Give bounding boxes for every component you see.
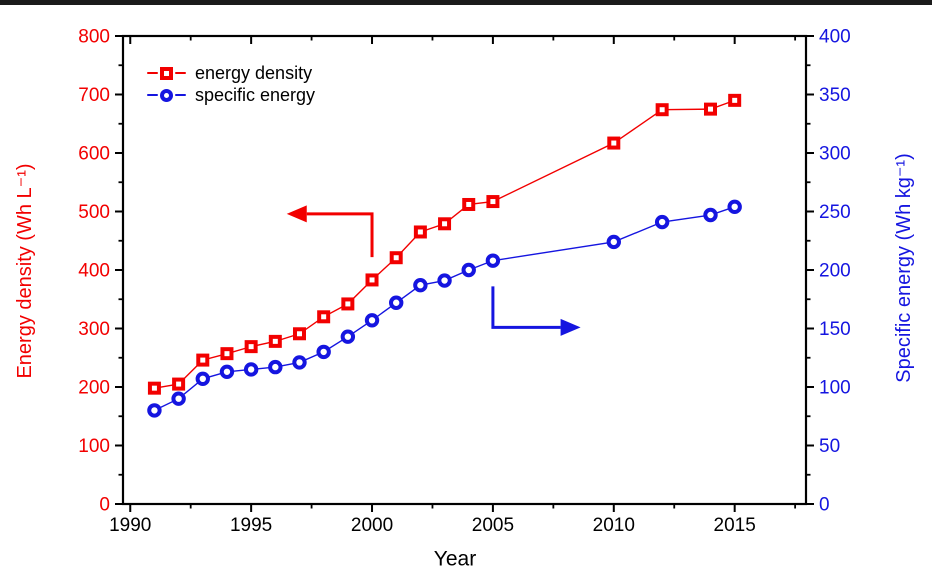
y-right-tick-label: 100 [819, 378, 851, 399]
data-point-square[interactable] [220, 347, 234, 361]
data-point-square[interactable] [438, 217, 452, 231]
data-point-circle[interactable] [292, 355, 307, 370]
data-point-circle[interactable] [195, 371, 210, 387]
x-tick-label: 2015 [714, 515, 756, 536]
data-point-square[interactable] [365, 273, 379, 287]
x-tick-label: 2000 [351, 515, 393, 536]
data-point-circle[interactable] [219, 364, 235, 379]
y-right-tick-label: 350 [819, 85, 851, 106]
y-right-tick-label: 50 [819, 436, 840, 457]
axes-ticks: 1990 1995 2000 2005 2010 20150100200300400500… [78, 27, 850, 537]
y-right-tick-label: 300 [819, 144, 851, 165]
y-right-tick-label: 250 [819, 202, 851, 223]
data-point-square[interactable] [728, 93, 742, 107]
data-point-circle[interactable] [316, 344, 331, 360]
y-left-tick-label: 400 [78, 261, 110, 282]
data-point-circle[interactable] [243, 362, 259, 377]
data-point-square[interactable] [607, 136, 621, 150]
data-point-square[interactable] [389, 251, 403, 265]
x-tick-label: 2010 [593, 515, 635, 536]
data-point-square[interactable] [462, 197, 476, 211]
legend-item-energy-density[interactable]: energy density [147, 62, 315, 84]
arrow-line [306, 212, 374, 258]
y-right-tick-label: 400 [819, 27, 851, 48]
legend-label-specific-energy: specific energy [195, 85, 316, 105]
data-point-circle[interactable] [413, 278, 428, 293]
data-point-circle[interactable] [461, 262, 476, 278]
x-tick-label: 1995 [230, 515, 272, 536]
data-point-square[interactable] [704, 102, 718, 116]
y-right-tick-label: 150 [819, 319, 851, 340]
plot-border [121, 34, 808, 506]
data-point-square[interactable] [317, 310, 331, 324]
y-left-tick-label: 0 [99, 495, 110, 516]
line-energy-density [154, 99, 735, 389]
legend: energy density specific energy [147, 62, 315, 106]
series-lines [154, 99, 735, 412]
y-right-tick-label: 200 [819, 261, 851, 282]
data-point-square[interactable] [413, 225, 427, 239]
data-point-square[interactable] [172, 377, 186, 391]
data-point-circle[interactable] [364, 313, 380, 328]
data-point-square[interactable] [268, 334, 282, 348]
y-axis-label-right: Specific energy (Wh kg⁻¹) [893, 153, 915, 383]
legend-line-segment [175, 93, 186, 97]
arrow-line [491, 286, 561, 329]
data-point-square[interactable] [655, 103, 669, 117]
y-left-tick-label: 700 [78, 85, 110, 106]
data-point-circle[interactable] [727, 199, 742, 215]
data-point-circle[interactable] [654, 214, 670, 230]
data-point-circle[interactable] [485, 253, 501, 268]
data-point-square[interactable] [292, 327, 306, 341]
y-left-tick-label: 800 [78, 27, 110, 48]
x-tick-label: 2005 [472, 515, 514, 536]
y-right-tick-label: 0 [819, 495, 830, 516]
plot-frame [121, 34, 808, 506]
legend-item-specific-energy[interactable]: specific energy [147, 84, 315, 106]
y-left-tick-label: 500 [78, 202, 110, 223]
data-point-circle[interactable] [437, 273, 452, 288]
y-left-tick-label: 200 [78, 378, 110, 399]
data-point-square[interactable] [341, 297, 355, 311]
legend-line-segment [175, 71, 186, 75]
data-point-square[interactable] [147, 381, 161, 395]
top-rule [0, 0, 932, 5]
line-specific-energy [154, 206, 735, 412]
x-tick-label: 1990 [109, 515, 151, 536]
legend-label-energy-density: energy density [195, 63, 313, 83]
annotation-arrows [286, 205, 581, 336]
legend-line-segment [147, 93, 158, 97]
x-axis-label: Year [433, 547, 477, 571]
data-point-circle[interactable] [147, 403, 162, 418]
data-point-circle[interactable] [171, 391, 186, 406]
y-axis-label-left: Energy density (Wh L⁻¹) [14, 163, 36, 379]
data-point-square[interactable] [196, 353, 210, 367]
data-point-square[interactable] [486, 195, 500, 209]
data-point-circle[interactable] [268, 359, 283, 375]
arrow-head-icon [286, 205, 307, 223]
data-point-circle[interactable] [389, 295, 404, 310]
data-point-circle[interactable] [703, 207, 718, 223]
data-point-square[interactable] [244, 340, 258, 354]
arrow-head-icon [560, 318, 581, 336]
y-left-tick-label: 600 [78, 144, 110, 165]
y-left-tick-label: 300 [78, 319, 110, 340]
square-marker-icon [160, 66, 173, 80]
y-left-tick-label: 100 [78, 436, 110, 457]
legend-line-segment [147, 71, 158, 75]
data-point-circle[interactable] [606, 234, 621, 250]
data-point-circle[interactable] [340, 329, 356, 344]
series-markers [147, 93, 742, 418]
circle-marker-icon [160, 88, 173, 102]
